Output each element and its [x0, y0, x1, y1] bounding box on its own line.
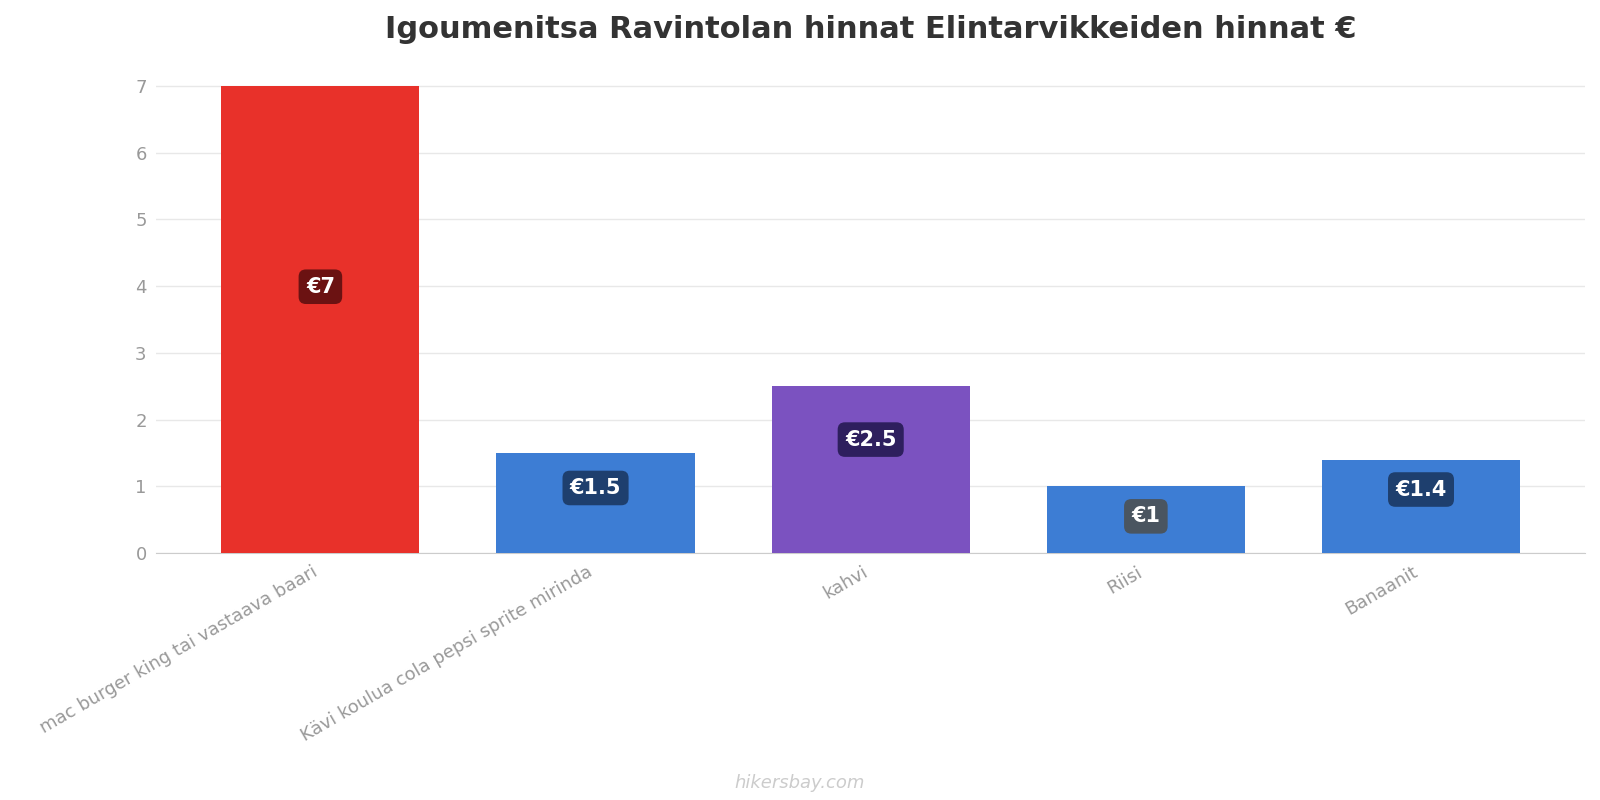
- Bar: [221, 86, 419, 553]
- Text: €1: €1: [1131, 506, 1160, 526]
- Bar: [771, 386, 970, 553]
- Text: €2.5: €2.5: [845, 430, 896, 450]
- Text: €1.5: €1.5: [570, 478, 621, 498]
- Text: €7: €7: [306, 277, 334, 297]
- Bar: [1322, 460, 1520, 553]
- Bar: [496, 453, 694, 553]
- Bar: [1046, 486, 1245, 553]
- Text: €1.4: €1.4: [1395, 479, 1446, 499]
- Title: Igoumenitsa Ravintolan hinnat Elintarvikkeiden hinnat €: Igoumenitsa Ravintolan hinnat Elintarvik…: [386, 15, 1357, 44]
- Text: hikersbay.com: hikersbay.com: [734, 774, 866, 792]
